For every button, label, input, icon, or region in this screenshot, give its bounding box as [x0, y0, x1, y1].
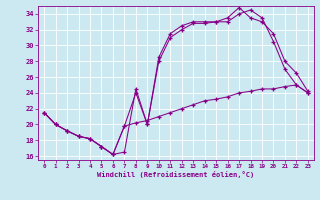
- X-axis label: Windchill (Refroidissement éolien,°C): Windchill (Refroidissement éolien,°C): [97, 171, 255, 178]
